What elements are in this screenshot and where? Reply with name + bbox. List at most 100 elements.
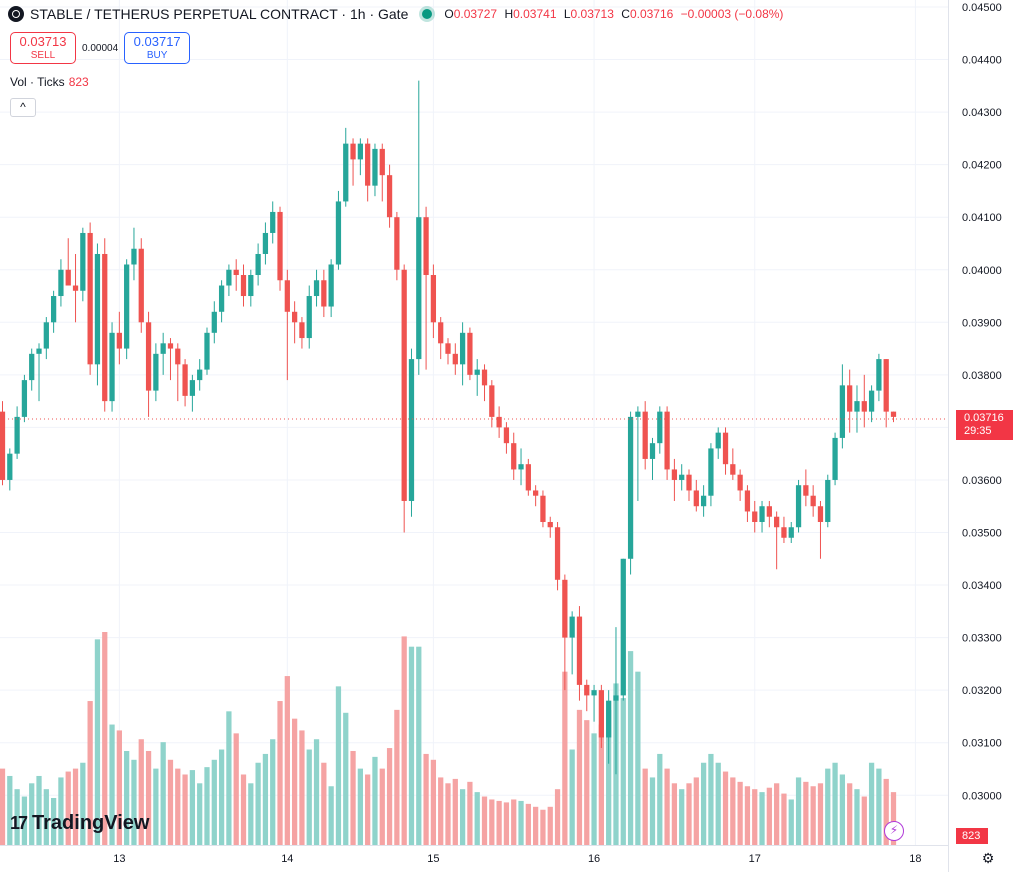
volume-bar <box>211 759 217 845</box>
candle-body <box>467 332 473 375</box>
candle-body <box>576 616 583 685</box>
x-axis-tick-label: 13 <box>113 853 125 865</box>
volume-bar <box>693 777 699 845</box>
volume-bar <box>7 775 13 845</box>
x-axis-tick-label: 16 <box>588 853 600 865</box>
candle-body <box>744 490 751 512</box>
candle-body <box>197 369 203 381</box>
candle-body <box>496 416 502 428</box>
volume-bar <box>416 646 422 845</box>
candle-body <box>116 332 122 349</box>
candle-body <box>649 443 656 459</box>
volume-bar <box>0 768 6 845</box>
candle-body <box>489 385 495 417</box>
candle-body <box>226 269 232 286</box>
candle-body <box>0 411 6 480</box>
volume-bar <box>569 749 575 845</box>
volume-bar <box>255 762 261 845</box>
y-axis-tick-label: 0.03900 <box>962 317 1002 329</box>
candle-body <box>730 464 736 475</box>
candle-body <box>7 453 13 480</box>
candle-body <box>810 495 816 507</box>
candle-body <box>518 464 524 470</box>
volume-bar <box>803 781 809 845</box>
volume-bar <box>306 749 312 845</box>
volume-bar <box>167 759 174 845</box>
collapse-legend-button[interactable]: ^ <box>10 98 36 117</box>
volume-bar <box>189 770 196 845</box>
candle-body <box>87 232 93 365</box>
gear-icon[interactable]: ⚙ <box>981 850 995 866</box>
candle-body <box>693 490 699 507</box>
open-value: 0.03727 <box>453 7 498 21</box>
candle-body <box>562 579 568 638</box>
candle-body <box>394 217 400 270</box>
volume-bar <box>138 739 144 845</box>
candle-body <box>284 280 290 312</box>
candle-body <box>868 390 875 412</box>
candle-body <box>36 348 42 354</box>
candle-body <box>547 521 553 528</box>
candle-body <box>335 201 342 265</box>
y-axis-tick-label: 0.03100 <box>962 738 1002 750</box>
candle-body <box>715 432 721 449</box>
volume-bar <box>438 777 444 845</box>
buy-button[interactable]: 0.03717 BUY <box>124 32 191 64</box>
candle-body <box>584 684 590 696</box>
candle-body <box>240 275 247 297</box>
buy-price: 0.03717 <box>133 34 181 49</box>
candle-body <box>752 511 758 522</box>
volume-bar <box>774 783 780 845</box>
y-axis-tick-label: 0.04200 <box>962 160 1002 172</box>
symbol-logo-icon[interactable] <box>8 6 24 22</box>
candle-body <box>365 143 371 186</box>
volume-bar <box>700 762 707 845</box>
candle-body <box>386 175 393 218</box>
candle-body <box>160 343 166 354</box>
candle-body <box>65 269 71 286</box>
sell-button[interactable]: 0.03713 SELL <box>10 32 76 64</box>
tradingview-logo[interactable]: 17 TradingView <box>10 812 149 835</box>
volume-bar <box>825 768 831 845</box>
candle-body <box>328 264 334 307</box>
volume-bar <box>459 789 466 845</box>
candle-body <box>357 143 363 160</box>
volume-bar <box>386 748 393 845</box>
volume-bar <box>21 796 28 845</box>
candle-body <box>167 343 174 349</box>
volume-bar <box>270 739 276 845</box>
volume-bar <box>839 774 846 845</box>
volume-bar <box>357 768 363 845</box>
volume-bar <box>14 789 20 845</box>
lightning-icon[interactable]: ⚡ <box>884 821 904 841</box>
candle-body <box>591 690 597 696</box>
candle-body <box>569 616 575 638</box>
open-label: O <box>444 7 454 21</box>
candle-body <box>708 448 714 496</box>
volume-legend[interactable]: Vol · Ticks 823 <box>10 75 89 89</box>
volume-bar <box>883 778 889 845</box>
candle-body <box>124 264 130 349</box>
volume-bar <box>50 797 57 845</box>
volume-bar <box>452 778 458 845</box>
volume-bar <box>277 701 283 845</box>
candle-body <box>606 700 612 738</box>
volume-bar <box>766 787 772 845</box>
candle-body <box>270 211 276 233</box>
tradingview-logo-text: TradingView <box>32 812 150 834</box>
candle-body <box>627 416 634 559</box>
volume-bar <box>876 768 882 845</box>
volume-bar <box>467 781 473 845</box>
candle-body <box>299 322 305 339</box>
volume-bar <box>584 720 590 845</box>
ohlc-values: O0.03727 H0.03741 L0.03713 C0.03716 −0.0… <box>444 7 787 21</box>
candle-body <box>766 506 772 517</box>
candle-body <box>700 495 707 507</box>
volume-bar <box>313 739 320 845</box>
candle-body <box>876 359 882 391</box>
volume-bar <box>722 771 729 845</box>
volume-bar <box>284 676 290 845</box>
symbol-title[interactable]: STABLE / TETHERUS PERPETUAL CONTRACT · 1… <box>30 6 409 22</box>
volume-bar <box>730 777 736 845</box>
